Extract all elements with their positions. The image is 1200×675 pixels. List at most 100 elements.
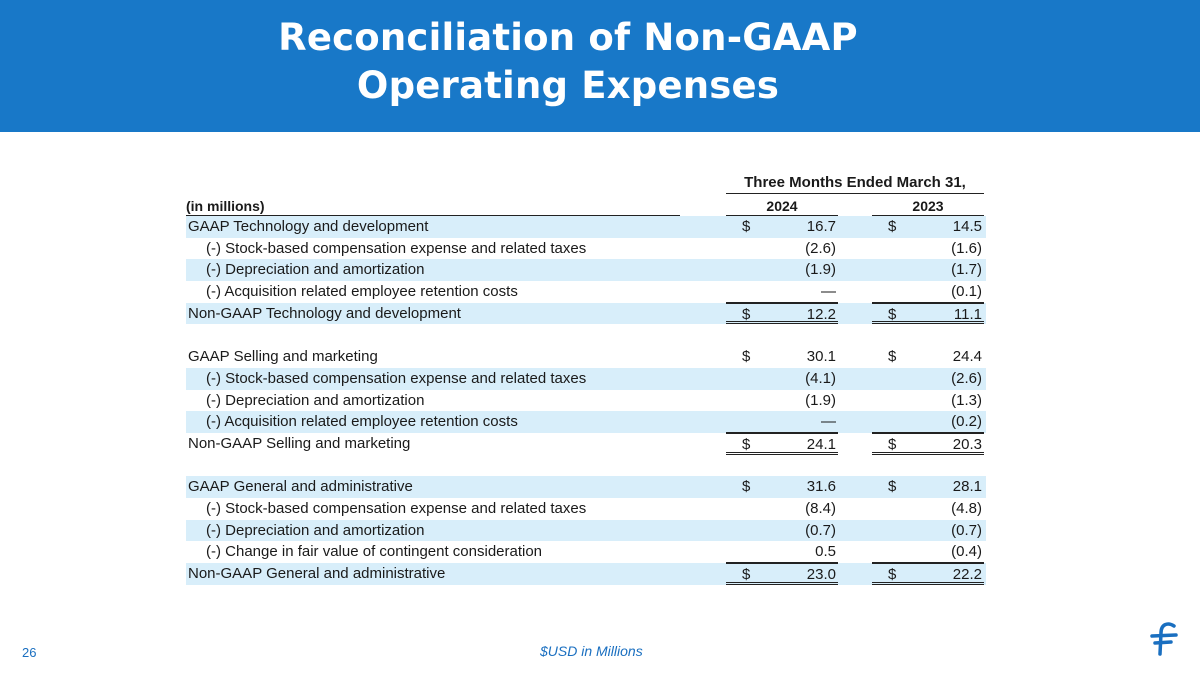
value-v2023: 14.5 (952, 218, 982, 235)
currency-symbol: $ (742, 348, 751, 366)
table-row: (-) Stock-based compensation expense and… (186, 498, 986, 520)
value-cell-v2023: (1.3) (872, 390, 984, 412)
value-cell-v2023: (0.1) (872, 281, 984, 303)
row-label: (-) Stock-based compensation expense and… (206, 239, 587, 257)
value-cell-v2024: $30.1 (726, 346, 838, 368)
value-v2023: (2.6) (951, 369, 982, 387)
value-cell-v2023: (4.8) (872, 498, 984, 520)
period-header-row: Three Months Ended March 31, (186, 172, 986, 196)
currency-symbol: $ (742, 478, 751, 496)
row-label: (-) Acquisition related employee retenti… (206, 283, 518, 301)
value-cell-v2023: (1.6) (872, 238, 984, 260)
value-cell-v2023: (0.2) (872, 411, 984, 433)
currency-symbol: $ (888, 305, 897, 323)
value-v2024: 0.5 (815, 543, 836, 561)
value-v2023: (1.3) (951, 391, 982, 409)
title-banner: Reconciliation of Non-GAAP Operating Exp… (0, 0, 1200, 132)
reconciliation-table: Three Months Ended March 31, (in million… (186, 172, 986, 585)
value-cell-v2024: (2.6) (726, 238, 838, 260)
value-v2023: (0.2) (951, 413, 982, 431)
table-row: GAAP General and administrative $31.6 $28.… (186, 476, 986, 498)
value-cell-v2023: $11.1 (872, 302, 984, 325)
value-cell-v2023: $22.2 (872, 563, 984, 585)
page-title-line-1: Reconciliation of Non-GAAP (278, 16, 858, 59)
value-v2023: 22.2 (952, 566, 982, 583)
value-cell-v2024: (1.9) (726, 390, 838, 412)
year-2023-header: 2023 (872, 198, 984, 216)
table-row: Non-GAAP General and administrative $23.0… (186, 563, 986, 585)
period-label: Three Months Ended March 31, (726, 174, 984, 194)
page-title: Reconciliation of Non-GAAP Operating Exp… (0, 14, 1136, 110)
row-label: GAAP Technology and development (188, 218, 429, 235)
value-v2024: (8.4) (805, 499, 836, 517)
value-v2024: — (821, 283, 836, 301)
spacer-row (186, 324, 986, 346)
table-body: GAAP Technology and development $16.7 $14.… (186, 216, 986, 585)
row-label: (-) Stock-based compensation expense and… (206, 499, 587, 517)
row-label: (-) Depreciation and amortization (206, 521, 425, 539)
value-v2024: 24.1 (806, 435, 836, 453)
value-cell-v2024: $12.2 (726, 302, 838, 325)
value-v2024: (1.9) (805, 261, 836, 279)
row-label: (-) Depreciation and amortization (206, 261, 425, 279)
currency-symbol: $ (888, 566, 897, 583)
table-row: (-) Stock-based compensation expense and… (186, 238, 986, 260)
value-cell-v2024: — (726, 281, 838, 303)
value-cell-v2024: $23.0 (726, 563, 838, 585)
value-cell-v2024: (8.4) (726, 498, 838, 520)
value-cell-v2023: $24.4 (872, 346, 984, 368)
value-v2023: (0.1) (951, 283, 982, 301)
value-v2023: (0.4) (951, 543, 982, 561)
value-cell-v2024: $24.1 (726, 432, 838, 455)
table-row: (-) Acquisition related employee retenti… (186, 411, 986, 433)
value-v2024: 23.0 (806, 566, 836, 583)
value-cell-v2023: $20.3 (872, 432, 984, 455)
value-v2023: 28.1 (952, 478, 982, 496)
year-header-row: (in millions) 2024 2023 (186, 196, 986, 216)
value-cell-v2024: (1.9) (726, 259, 838, 281)
table-row: (-) Depreciation and amortization (1.9) (1… (186, 390, 986, 412)
value-v2024: (1.9) (805, 391, 836, 409)
value-v2024: — (821, 413, 836, 431)
table-row: (-) Acquisition related employee retenti… (186, 281, 986, 303)
page-number: 26 (22, 645, 37, 660)
row-label: (-) Depreciation and amortization (206, 391, 425, 409)
value-v2024: (0.7) (805, 521, 836, 539)
table-row: (-) Change in fair value of contingent c… (186, 541, 986, 563)
row-label: (-) Change in fair value of contingent c… (206, 543, 543, 561)
value-cell-v2024: (0.7) (726, 520, 838, 542)
value-v2023: 24.4 (952, 348, 982, 366)
table-row: (-) Depreciation and amortization (0.7) (0… (186, 519, 986, 542)
table-row: Non-GAAP Selling and marketing $24.1 $20.3 (186, 432, 986, 455)
value-v2024: (2.6) (805, 239, 836, 257)
value-v2023: (1.7) (951, 261, 982, 279)
table-row: GAAP Technology and development $16.7 $14.… (186, 216, 986, 238)
value-v2024: 30.1 (806, 348, 836, 366)
value-v2023: 20.3 (952, 435, 982, 453)
table-row: GAAP Selling and marketing $30.1 $24.4 (186, 346, 986, 368)
page-title-line-2: Operating Expenses (356, 64, 780, 107)
currency-symbol: $ (742, 566, 751, 583)
value-v2023: (4.8) (951, 499, 982, 517)
year-2024-header: 2024 (726, 198, 838, 216)
value-cell-v2023: $28.1 (872, 476, 984, 498)
currency-symbol: $ (742, 305, 751, 323)
value-cell-v2024: — (726, 411, 838, 433)
value-cell-v2023: (1.7) (872, 259, 984, 281)
row-label: Non-GAAP Technology and development (188, 304, 461, 322)
spacer-row (186, 455, 986, 477)
value-cell-v2024: $31.6 (726, 476, 838, 498)
value-v2024: (4.1) (805, 369, 836, 387)
table-row: (-) Depreciation and amortization (1.9) (1… (186, 259, 986, 282)
value-cell-v2023: (2.6) (872, 368, 984, 390)
value-v2023: 11.1 (953, 305, 982, 323)
row-label: (-) Stock-based compensation expense and… (206, 369, 587, 387)
value-cell-v2024: $16.7 (726, 216, 838, 238)
value-v2024: 31.6 (806, 478, 836, 496)
currency-note: $USD in Millions (540, 643, 643, 659)
value-cell-v2023: (0.7) (872, 520, 984, 542)
row-label: Non-GAAP Selling and marketing (188, 434, 411, 452)
row-label: (-) Acquisition related employee retenti… (206, 413, 518, 431)
units-label: (in millions) (186, 198, 680, 216)
value-v2024: 12.2 (806, 305, 836, 323)
